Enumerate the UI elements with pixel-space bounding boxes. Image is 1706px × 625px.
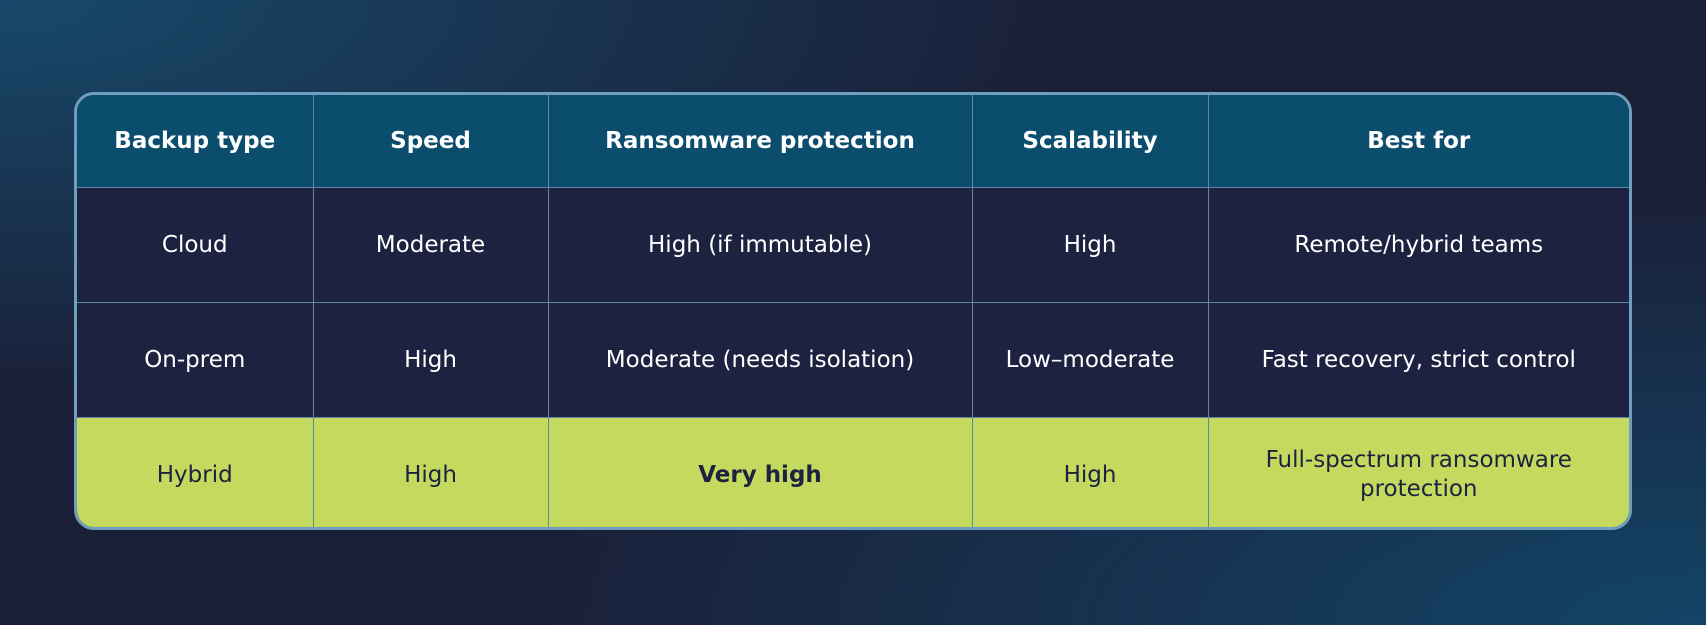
- comparison-table: Backup type Speed Ransomware protection Sca…: [77, 95, 1629, 527]
- table-cell: Fast recovery, strict control: [1207, 302, 1629, 418]
- table-cell: Hybrid: [77, 417, 314, 527]
- table-body: Cloud Moderate High (if immutable) High Remo…: [77, 187, 1629, 527]
- header-cell: Backup type: [77, 95, 314, 188]
- header-cell: Ransomware protection: [547, 95, 973, 188]
- table-cell: Moderate: [312, 187, 549, 303]
- table-cell: Very high: [547, 417, 973, 527]
- table-cell: High (if immutable): [547, 187, 973, 303]
- header-cell: Speed: [312, 95, 549, 188]
- table-cell: High: [971, 417, 1209, 527]
- header-row: Backup type Speed Ransomware protection Sca…: [77, 95, 1629, 188]
- table-row: On-prem High Moderate (needs isolation) Low…: [77, 302, 1629, 418]
- table-row: Hybrid High Very high High Full-spectrum ran…: [77, 417, 1629, 527]
- table-row: Cloud Moderate High (if immutable) High Remo…: [77, 187, 1629, 303]
- table-cell: Full-spectrum ransomware protection: [1207, 417, 1629, 527]
- table-cell: Cloud: [77, 187, 314, 303]
- table-cell: On-prem: [77, 302, 314, 418]
- table-cell: Remote/hybrid teams: [1207, 187, 1629, 303]
- table-cell: Low–moderate: [971, 302, 1209, 418]
- table-frame: Backup type Speed Ransomware protection Sca…: [74, 92, 1632, 530]
- table-cell: High: [971, 187, 1209, 303]
- table-cell: High: [312, 417, 549, 527]
- table-cell: High: [312, 302, 549, 418]
- header-cell: Best for: [1207, 95, 1629, 188]
- header-cell: Scalability: [971, 95, 1209, 188]
- table-cell: Moderate (needs isolation): [547, 302, 973, 418]
